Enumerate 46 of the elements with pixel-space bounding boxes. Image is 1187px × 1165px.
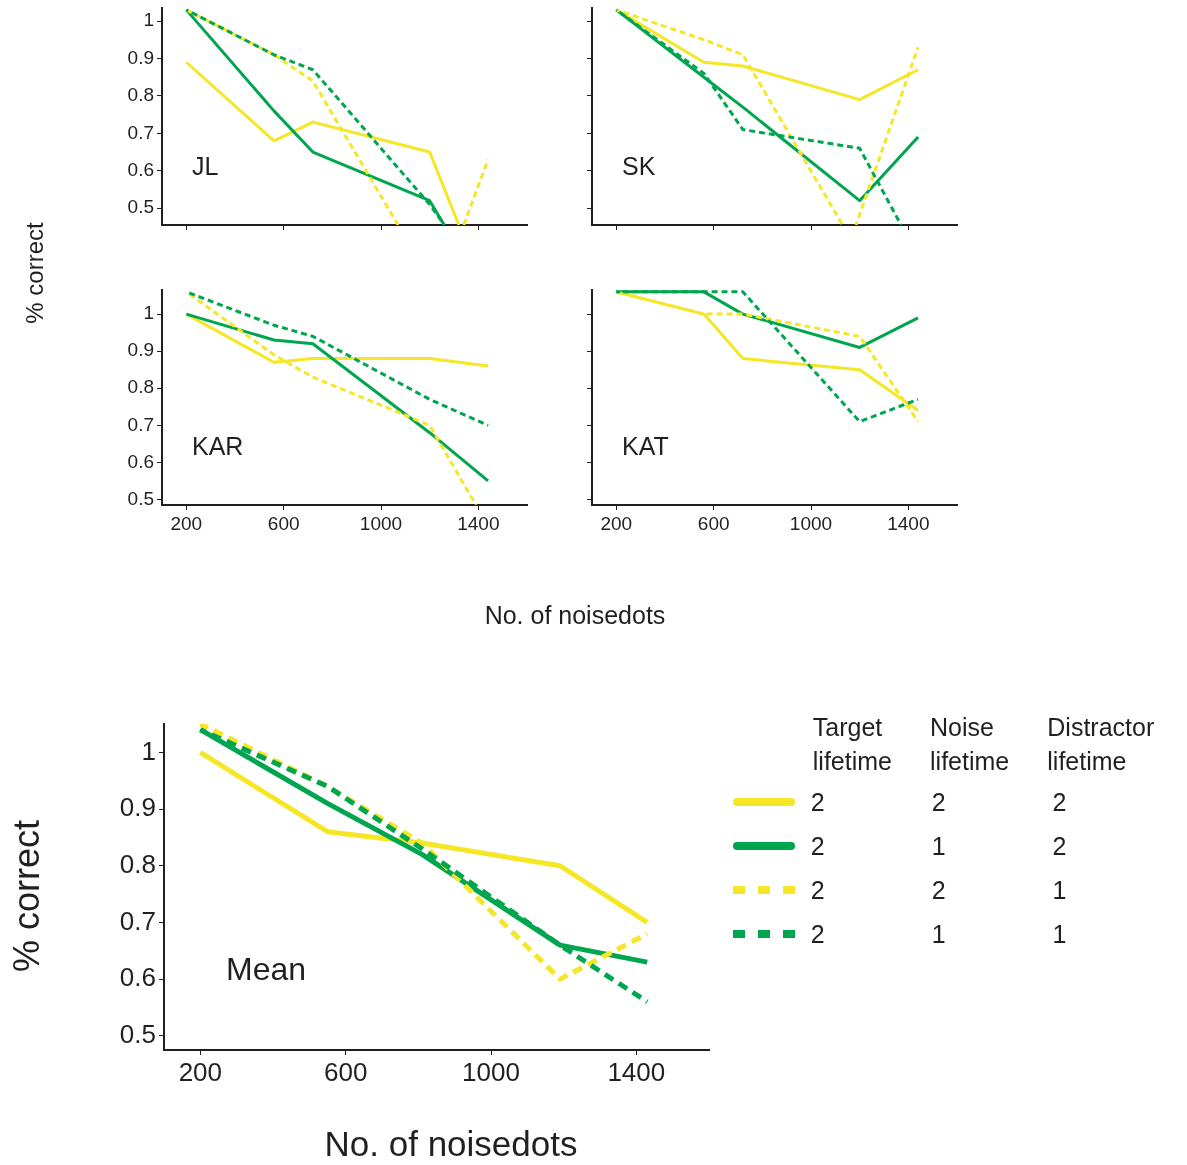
y-tick-label: 0.5 bbox=[127, 487, 154, 509]
text: Mean bbox=[226, 951, 307, 987]
y-tick-label: 0.7 bbox=[127, 121, 154, 143]
y-tick-label: 0.8 bbox=[127, 376, 154, 398]
x-tick-label: 1400 bbox=[887, 512, 930, 534]
y-tick-label: 0.8 bbox=[119, 848, 156, 879]
y-tick-label: 0.6 bbox=[119, 962, 156, 993]
x-axis-title: No. of noisedots bbox=[484, 600, 666, 630]
y-tick-label: 0.9 bbox=[119, 792, 156, 823]
x-tick-label: 200 bbox=[600, 512, 633, 534]
text: SK bbox=[622, 152, 656, 180]
x-tick-label: 1000 bbox=[462, 1056, 520, 1087]
y-tick-label: 0.5 bbox=[127, 196, 154, 218]
y-tick-label: 0.8 bbox=[127, 84, 154, 106]
y-tick-label: 1 bbox=[141, 735, 156, 766]
legend-label: 2 2 2 bbox=[810, 787, 1067, 816]
y-tick-label: 0.9 bbox=[127, 339, 154, 361]
text: Target lifetime bbox=[811, 712, 893, 777]
text: KAR bbox=[192, 432, 244, 460]
y-tick-label: 0.6 bbox=[127, 450, 154, 472]
legend-label: 2 1 2 bbox=[810, 831, 1067, 860]
text: JL bbox=[192, 152, 219, 180]
x-tick-label: 600 bbox=[267, 512, 300, 534]
y-tick-label: 1 bbox=[143, 302, 154, 324]
x-tick-label: 1000 bbox=[359, 512, 403, 534]
x-tick-label: 200 bbox=[178, 1056, 223, 1087]
y-tick-label: 1 bbox=[143, 9, 154, 31]
text: Distractor lifetime bbox=[1046, 712, 1156, 777]
y-axis-title: % correct bbox=[6, 819, 48, 973]
legend-label: 2 2 1 bbox=[810, 875, 1067, 904]
x-tick-label: 200 bbox=[170, 512, 203, 534]
x-tick-label: 1000 bbox=[789, 512, 833, 534]
y-tick-label: 0.7 bbox=[119, 905, 156, 936]
x-tick-label: 1400 bbox=[607, 1056, 666, 1087]
x-tick-label: 600 bbox=[323, 1056, 368, 1087]
text: Noise lifetime bbox=[929, 712, 1011, 777]
x-tick-label: 600 bbox=[697, 512, 730, 534]
x-tick-label: 1400 bbox=[457, 512, 500, 534]
y-tick-label: 0.5 bbox=[119, 1019, 156, 1049]
y-tick-label: 0.6 bbox=[127, 158, 154, 180]
y-tick-label: 0.9 bbox=[127, 46, 154, 68]
text: KAT bbox=[622, 432, 669, 460]
legend-label: 2 1 1 bbox=[810, 919, 1067, 948]
y-axis-title: % correct bbox=[21, 222, 49, 324]
y-tick-label: 0.7 bbox=[127, 413, 154, 435]
x-axis-title: No. of noisedots bbox=[324, 1124, 578, 1164]
